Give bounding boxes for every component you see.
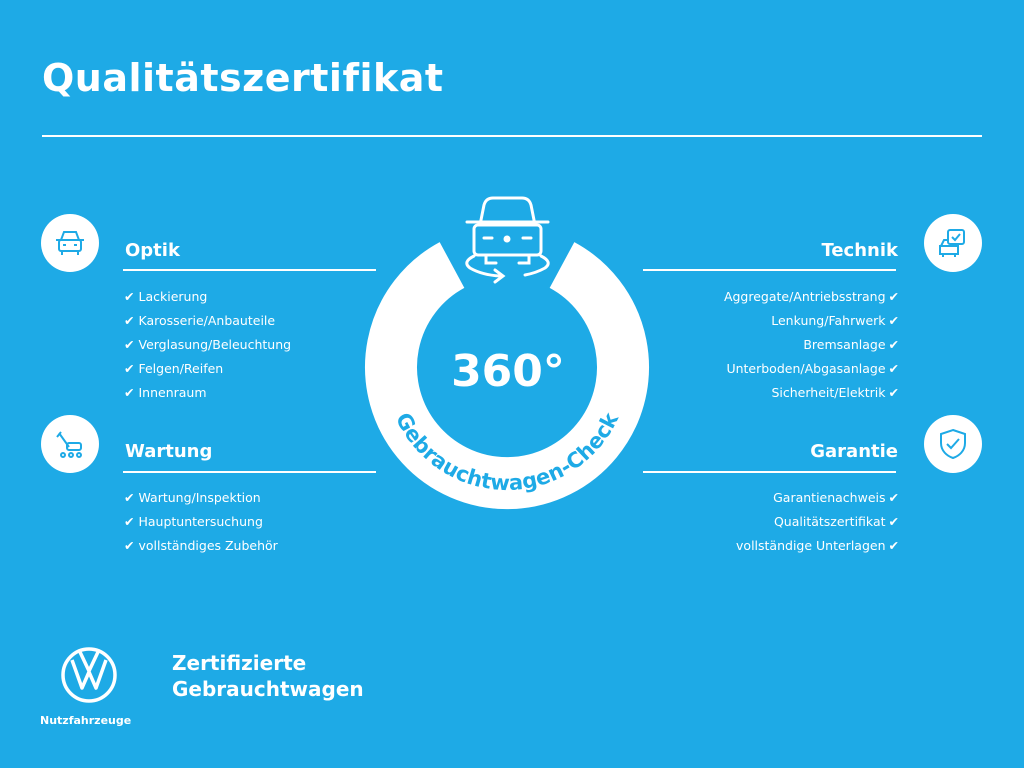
optik-list: ✔ Lackierung ✔ Karosserie/Anbauteile ✔ Vergla…	[124, 285, 291, 405]
checkmark-icon: ✔	[888, 538, 899, 553]
checklist-item-label: Qualitätszertifikat	[773, 514, 886, 529]
ring-arc	[365, 242, 649, 510]
checklist-item: Qualitätszertifikat ✔	[736, 510, 899, 534]
checklist-item: ✔ Innenraum	[124, 381, 291, 405]
garantie-list: Garantienachweis ✔ Qualitätszertifikat ✔ vol…	[736, 486, 899, 558]
checklist-item-label: Felgen/Reifen	[138, 361, 224, 376]
shield-check-icon	[924, 415, 982, 473]
checklist-item: Bremsanlage ✔	[724, 333, 899, 357]
checklist-item: ✔ Karosserie/Anbauteile	[124, 309, 291, 333]
technik-heading: Technik	[821, 240, 898, 261]
garantie-divider	[643, 471, 896, 473]
footer-line2: Gebrauchtwagen	[172, 677, 364, 701]
checklist-item-label: Sicherheit/Elektrik	[771, 385, 886, 400]
checkmark-icon: ✔	[124, 385, 135, 400]
checkmark-icon: ✔	[888, 337, 899, 352]
checklist-item-label: Karosserie/Anbauteile	[138, 313, 276, 328]
degrees-label: 360°	[451, 346, 565, 397]
checkmark-icon: ✔	[124, 361, 135, 376]
checkmark-icon: ✔	[124, 490, 135, 505]
optik-heading: Optik	[125, 240, 180, 261]
checklist-item-label: Lackierung	[138, 289, 208, 304]
checkmark-icon: ✔	[124, 514, 135, 529]
checklist-item-label: Verglasung/Beleuchtung	[138, 337, 292, 352]
checklist-item: Garantienachweis ✔	[736, 486, 899, 510]
garantie-heading: Garantie	[810, 441, 898, 462]
title-divider	[42, 135, 982, 137]
checkmark-icon: ✔	[124, 289, 135, 304]
checkmark-icon: ✔	[888, 361, 899, 376]
checklist-item: ✔ vollständiges Zubehör	[124, 534, 278, 558]
wartung-heading: Wartung	[125, 441, 213, 462]
checkmark-icon: ✔	[888, 490, 899, 505]
car-front-icon	[41, 214, 99, 272]
checklist-item-label: Hauptuntersuchung	[138, 514, 263, 529]
checkmark-icon: ✔	[124, 313, 135, 328]
car-rotate-icon	[465, 196, 550, 284]
checklist-item-label: Garantienachweis	[773, 490, 886, 505]
brand-label: Nutzfahrzeuge	[40, 714, 132, 727]
checklist-item: ✔ Lackierung	[124, 285, 291, 309]
service-tools-icon	[41, 415, 99, 473]
footer-line1: Zertifizierte	[172, 651, 307, 675]
wartung-list: ✔ Wartung/Inspektion ✔ Hauptuntersuchung ✔ vo…	[124, 486, 278, 558]
checkmark-icon: ✔	[124, 538, 135, 553]
checklist-item-label: Wartung/Inspektion	[138, 490, 261, 505]
checklist-item-label: Lenkung/Fahrwerk	[771, 313, 886, 328]
checklist-item-label: Unterboden/Abgasanlage	[726, 361, 886, 376]
checkmark-icon: ✔	[888, 514, 899, 529]
checkmark-icon: ✔	[124, 337, 135, 352]
technik-divider	[643, 269, 896, 271]
checklist-item: Lenkung/Fahrwerk ✔	[724, 309, 899, 333]
checklist-item-label: vollständige Unterlagen	[736, 538, 886, 553]
checklist-item: vollständige Unterlagen ✔	[736, 534, 899, 558]
checklist-item-label: Innenraum	[138, 385, 207, 400]
checklist-item: ✔ Hauptuntersuchung	[124, 510, 278, 534]
checklist-item: ✔ Verglasung/Beleuchtung	[124, 333, 291, 357]
checklist-item: Aggregate/Antriebsstrang ✔	[724, 285, 899, 309]
checklist-item: Sicherheit/Elektrik ✔	[724, 381, 899, 405]
wartung-divider	[123, 471, 376, 473]
checklist-item: ✔ Felgen/Reifen	[124, 357, 291, 381]
checklist-item-label: Aggregate/Antriebsstrang	[723, 289, 886, 304]
checkmark-icon: ✔	[888, 289, 899, 304]
checkmark-icon: ✔	[888, 313, 899, 328]
checklist-item: Unterboden/Abgasanlage ✔	[724, 357, 899, 381]
checkmark-icon: ✔	[888, 385, 899, 400]
technik-list: Aggregate/Antriebsstrang ✔ Lenkung/Fahrwer…	[724, 285, 899, 405]
checklist-car-icon	[924, 214, 982, 272]
optik-divider	[123, 269, 376, 271]
vw-logo	[61, 647, 117, 703]
checklist-item-label: vollständiges Zubehör	[138, 538, 278, 553]
checklist-item-label: Bremsanlage	[803, 337, 886, 352]
checklist-item: ✔ Wartung/Inspektion	[124, 486, 278, 510]
page-title: Qualitätszertifikat	[42, 56, 444, 100]
